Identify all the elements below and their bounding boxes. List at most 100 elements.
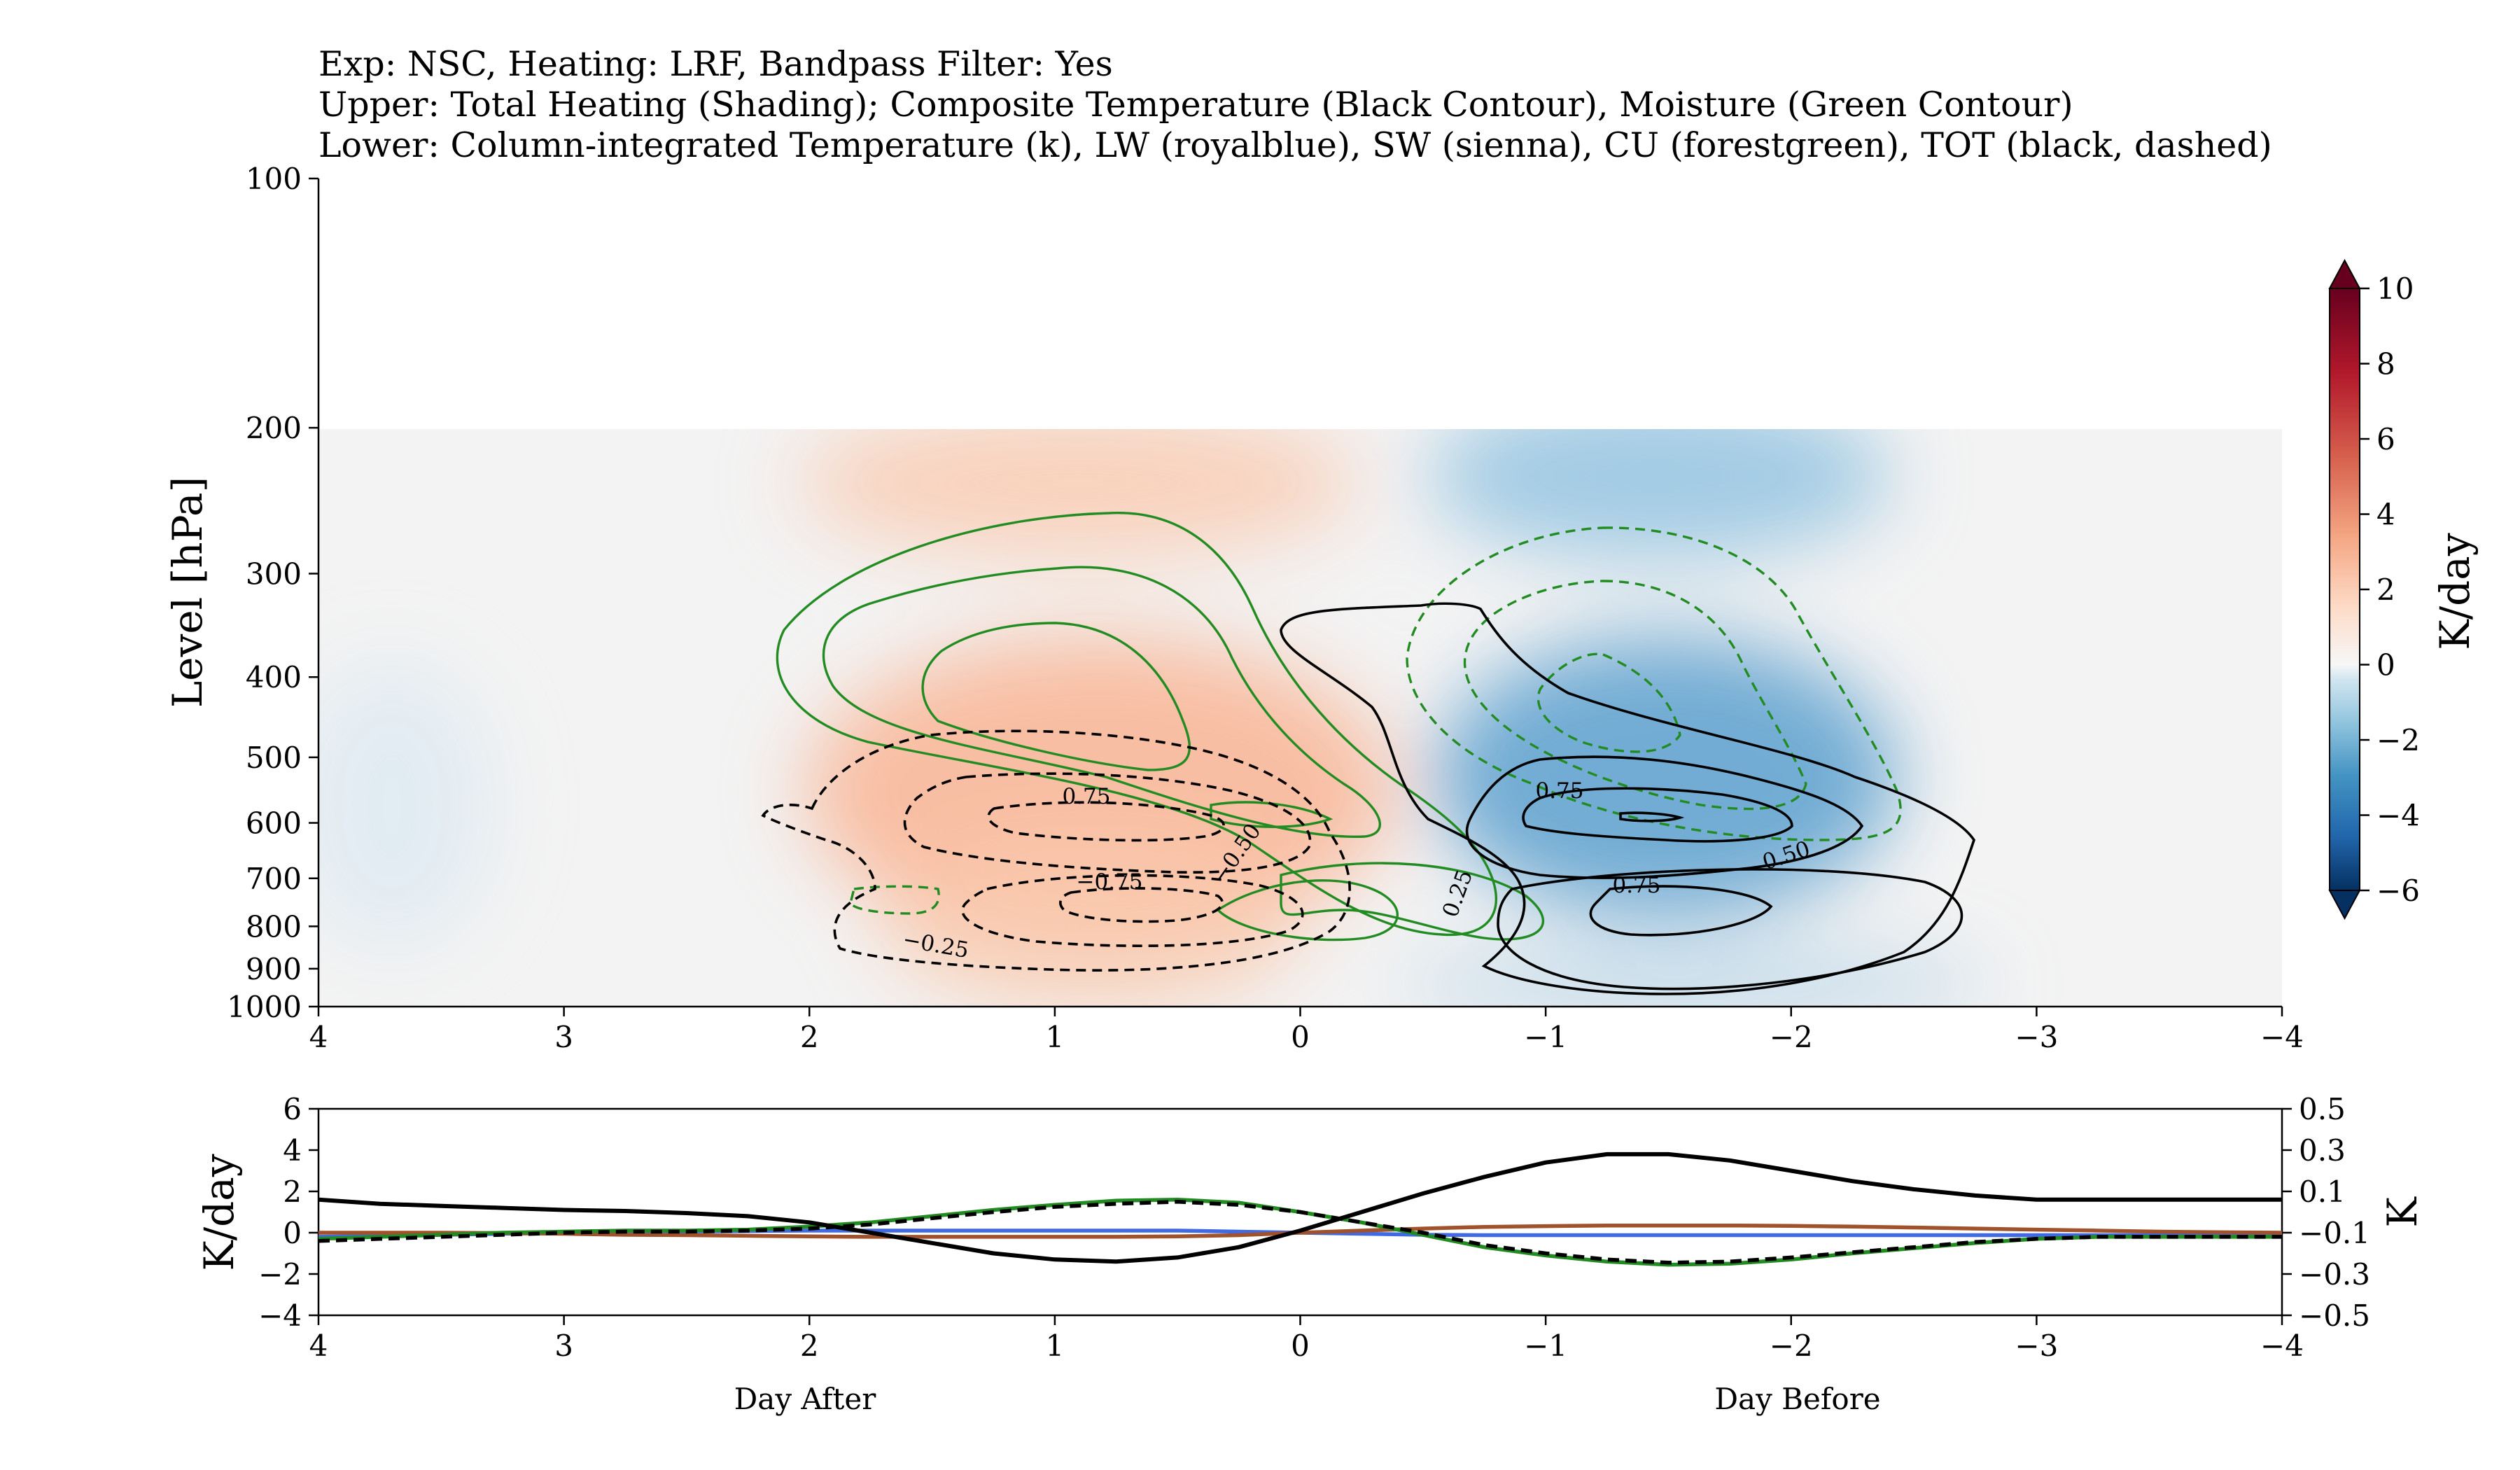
colorbar: K/day 10 8 6 4 2 0 −2 −4 −6	[2328, 258, 2479, 920]
lower-left-y-tick-label: 6	[283, 1092, 302, 1126]
lower-left-axis-label: K/day	[195, 1154, 243, 1271]
colorbar-tick-label: −4	[2376, 799, 2420, 833]
upper-x-tick-label: −3	[2015, 1020, 2058, 1054]
temp-contour-neg-outer	[761, 729, 1351, 972]
colorbar-tick-label: 8	[2376, 347, 2395, 382]
colorbar-label: K/day	[2431, 533, 2479, 650]
colorbar-tick-label: −6	[2376, 874, 2420, 908]
upper-y-tick-label: 400	[246, 660, 302, 694]
heating-cool-mid	[1435, 637, 1897, 917]
heating-warm-upper	[798, 429, 1358, 560]
colorbar-tick-label: 0	[2376, 648, 2395, 682]
lower-right-y-tick-label: −0.5	[2299, 1298, 2370, 1333]
upper-y-axis-label: Level [hPa]	[164, 477, 211, 708]
moisture-contour-neg-mid	[1463, 580, 1807, 811]
series-line-column-integrated-temperature	[318, 1152, 2282, 1264]
heating-shading	[318, 178, 2282, 1007]
lower-right-y-tick-label: −0.3	[2299, 1257, 2370, 1292]
lower-right-y-tick-label: 0.1	[2299, 1175, 2346, 1209]
colorbar-extend-max	[2328, 258, 2361, 289]
lower-left-y-tick-label: −4	[258, 1298, 302, 1333]
lower-x-tick-label: 1	[1046, 1329, 1065, 1363]
lower-right-y-tick-label: 0.5	[2299, 1092, 2346, 1126]
moisture-contour-pos-small	[1210, 801, 1334, 828]
lower-x-tick-label: 3	[554, 1329, 573, 1363]
colorbar-tick-label: 4	[2376, 498, 2395, 532]
title-line-1: Exp: NSC, Heating: LRF, Bandpass Filter:…	[318, 44, 1113, 84]
moisture-contour-pos-mid	[822, 566, 1381, 839]
contour-label: 0.75	[1062, 784, 1110, 809]
moisture-contours-negative	[849, 526, 1902, 915]
title-line-3: Lower: Column-integrated Temperature (k)…	[318, 125, 2272, 165]
upper-x-tick-label: 2	[800, 1020, 819, 1054]
lower-left-y-tick-label: 2	[283, 1175, 302, 1209]
colorbar-extend-min	[2328, 890, 2361, 920]
lower-right-y-tick-label: −0.1	[2299, 1216, 2370, 1250]
lower-left-y-tick-label: 4	[283, 1133, 302, 1168]
colorbar-tick-label: 6	[2376, 422, 2395, 456]
lower-x-tick-label: −1	[1524, 1329, 1567, 1363]
upper-empty-region	[318, 178, 2282, 429]
temperature-contours	[1280, 602, 1975, 995]
upper-x-tick-label: 4	[309, 1020, 328, 1054]
lower-x-tick-label: −4	[2260, 1329, 2304, 1363]
moisture-contour-pos-low	[1280, 862, 1545, 941]
lower-x-tick-label: 2	[800, 1329, 819, 1363]
moisture-contours	[776, 512, 1545, 941]
footer-day-after: Day After	[734, 1382, 877, 1416]
upper-y-tick-label: 300	[246, 556, 302, 591]
series-line-tot	[318, 1200, 2282, 1265]
upper-x-tick-label: −2	[1770, 1020, 1813, 1054]
lower-x-tick-label: 4	[309, 1329, 328, 1363]
moisture-contour-pos-low2	[1216, 879, 1399, 941]
contour-label: 0.75	[1535, 778, 1583, 804]
moisture-contour-neg-outer	[1406, 526, 1902, 841]
temp-contour-pos-low	[1589, 885, 1773, 937]
colorbar-ramp	[2329, 288, 2360, 891]
temp-contour-pos-small	[1619, 811, 1685, 822]
lower-series	[318, 1152, 2282, 1267]
temp-contour-neg-inner	[987, 801, 1225, 842]
upper-panel: 0.75 −0.50 −0.75 −0.25 0.25 0.75 0.50 0.…	[164, 162, 2304, 1054]
upper-y-tick-label: 200	[246, 411, 302, 445]
lower-x-tick-label: −3	[2015, 1329, 2058, 1363]
upper-x-tick-label: 0	[1291, 1020, 1310, 1054]
colorbar-tick-label: 2	[2376, 573, 2395, 607]
lower-left-y-tick-label: 0	[283, 1216, 302, 1250]
upper-y-tick-label: 100	[246, 162, 302, 196]
temperature-contours-negative	[761, 729, 1351, 972]
upper-y-tick-label: 500	[246, 741, 302, 775]
colorbar-tick-label: 10	[2376, 272, 2414, 306]
colorbar-tick-label: −2	[2376, 723, 2420, 757]
heating-cool-upper	[1428, 429, 1890, 560]
temp-contour-neg-mid	[903, 772, 1312, 874]
moisture-contour-neg-inner	[1536, 652, 1681, 753]
temp-contour-pos-outer	[1280, 602, 1975, 995]
lower-right-y-tick-label: 0.3	[2299, 1133, 2346, 1168]
contour-label: 0.75	[1612, 873, 1660, 898]
moisture-contour-neg-small	[849, 885, 940, 915]
upper-x-tick-label: 1	[1046, 1020, 1065, 1054]
upper-y-tick-label: 900	[246, 952, 302, 986]
lower-right-axis-label: K	[2379, 1196, 2426, 1228]
heating-cool-edge	[318, 665, 490, 945]
upper-y-tick-label: 600	[246, 806, 302, 841]
upper-x-tick-label: −1	[1524, 1020, 1567, 1054]
heating-cool-low	[1400, 955, 1988, 1007]
upper-y-tick-label: 700	[246, 862, 302, 896]
temp-contour-pos-inner	[1522, 787, 1793, 843]
upper-x-tick-label: 3	[554, 1020, 573, 1054]
upper-y-tick-label: 1000	[227, 990, 302, 1024]
lower-panel: 4 3 2 1 0 −1 −2 −3 −4 −4 −2 0 2 4 6 0.5 0.3 0.1 −0.1 −0.3 −0…	[195, 1092, 2426, 1363]
lower-left-y-tick-label: −2	[258, 1257, 302, 1292]
temp-contour-neg-low-inner	[1059, 887, 1224, 923]
moisture-contour-pos-inner	[921, 622, 1191, 771]
lower-axes: 4 3 2 1 0 −1 −2 −3 −4 −4 −2 0 2 4 6 0.5 0.3 0.1 −0.1 −0.3 −0…	[258, 1092, 2370, 1363]
contour-label: −0.75	[1077, 869, 1143, 895]
footer-day-before: Day Before	[1714, 1382, 1880, 1416]
title-line-2: Upper: Total Heating (Shading); Composit…	[318, 85, 2073, 125]
upper-y-tick-label: 800	[246, 909, 302, 944]
lower-x-tick-label: 0	[1291, 1329, 1310, 1363]
temp-contour-pos-low2	[1497, 868, 1963, 990]
